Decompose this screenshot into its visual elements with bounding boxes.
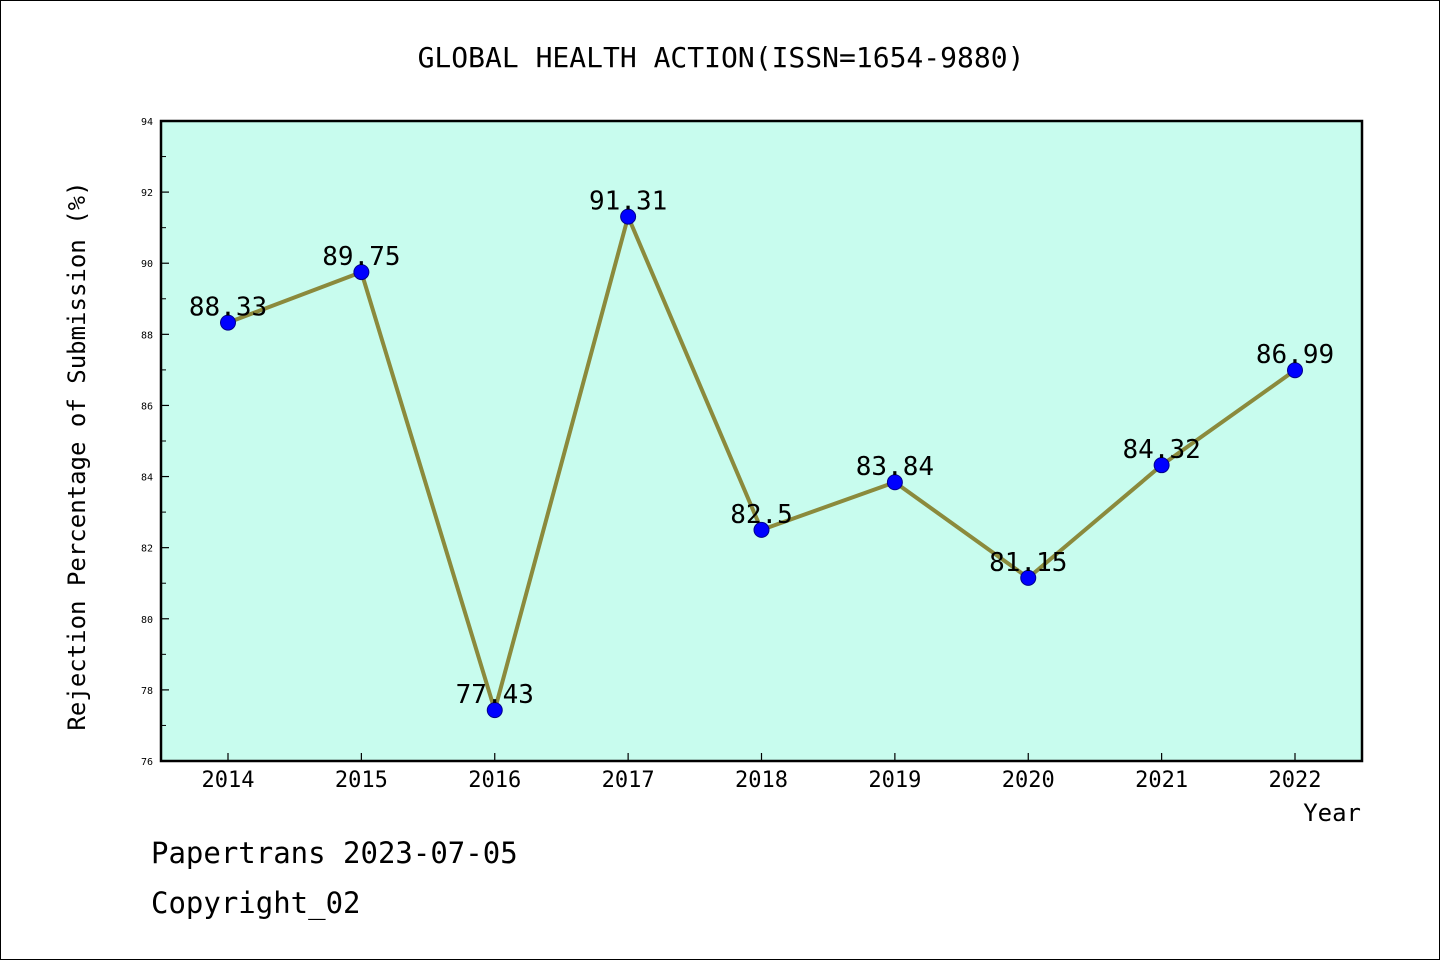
x-tick-label: 2018 xyxy=(735,768,788,793)
plot-area xyxy=(161,121,1362,761)
footer-date: Papertrans 2023-07-05 xyxy=(151,836,518,870)
y-tick-label: 94 xyxy=(141,117,153,128)
x-tick-label: 2017 xyxy=(602,768,655,793)
y-tick-label: 86 xyxy=(141,401,153,412)
data-point xyxy=(886,474,903,491)
data-label: 84.32 xyxy=(1122,435,1200,465)
data-labels: 88.33 89.75 77.43 91.31 82.5 83.84 81.15 84.32 8… xyxy=(189,187,1334,711)
data-point xyxy=(753,521,770,538)
data-point xyxy=(220,314,236,331)
y-axis-label: Rejection Percentage of Submission (%) xyxy=(63,181,91,730)
y-tick-label: 88 xyxy=(141,330,153,341)
x-tick-label: 2020 xyxy=(1002,768,1055,793)
x-axis-label: Year xyxy=(1303,799,1361,827)
data-label: 82.5 xyxy=(730,500,793,530)
x-axis: 2014 2015 2016 2017 2018 2019 2020 2021 2022 xyxy=(202,753,1322,793)
data-point xyxy=(1153,457,1170,474)
x-tick-label: 2015 xyxy=(335,768,388,793)
data-point xyxy=(1020,569,1037,586)
series-markers xyxy=(220,208,1303,719)
data-point xyxy=(486,702,503,719)
data-label: 83.84 xyxy=(856,452,934,482)
y-tick-label: 76 xyxy=(141,757,153,768)
y-tick-label: 80 xyxy=(141,615,153,626)
y-tick-label: 92 xyxy=(141,188,153,199)
data-point xyxy=(620,208,637,225)
footer-copyright: Copyright_02 xyxy=(151,886,361,920)
x-tick-label: 2022 xyxy=(1269,768,1322,793)
y-tick-label: 82 xyxy=(141,544,153,555)
y-tick-label: 78 xyxy=(141,686,153,697)
x-tick-label: 2019 xyxy=(868,768,921,793)
y-tick-label: 90 xyxy=(141,259,153,270)
chart-title: GLOBAL HEALTH ACTION(ISSN=1654-9880) xyxy=(418,41,1025,74)
y-tick-label: 84 xyxy=(141,473,153,484)
y-axis: 76 78 80 82 84 86 88 90 92 94 xyxy=(141,117,169,768)
data-label: 89.75 xyxy=(322,242,400,272)
data-point xyxy=(1287,362,1303,379)
data-label: 91.31 xyxy=(589,187,667,217)
x-tick-label: 2016 xyxy=(468,768,521,793)
x-tick-label: 2014 xyxy=(202,768,255,793)
plot-border xyxy=(159,119,1364,763)
data-point xyxy=(353,264,370,281)
x-tick-label: 2021 xyxy=(1135,768,1188,793)
data-label: 81.15 xyxy=(989,548,1067,578)
data-label: 77.43 xyxy=(456,680,534,710)
data-label: 88.33 xyxy=(189,293,267,323)
data-label: 86.99 xyxy=(1256,340,1334,370)
